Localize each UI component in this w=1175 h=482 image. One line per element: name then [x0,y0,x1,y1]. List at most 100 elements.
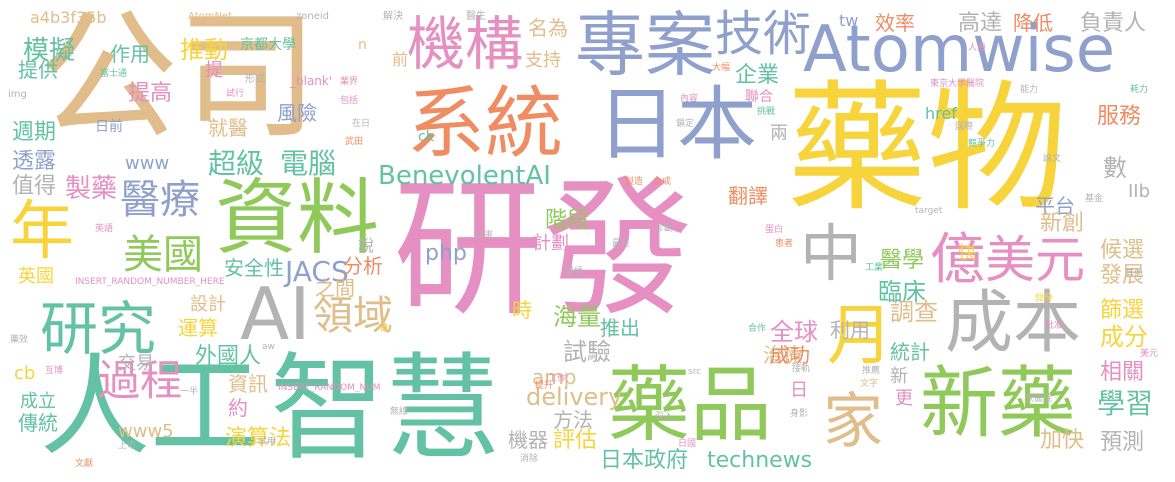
word-guoji: 國際 [955,122,974,132]
word-fuzeren: 負責人 [1080,11,1147,36]
word-xuexi: 學習 [1097,387,1154,420]
word-xiangguan: 相關 [1100,360,1145,385]
word-aw: aw [262,342,275,352]
word-php: php [425,241,467,266]
word-pifu: 批准 [1045,321,1064,331]
word-rengong: 人工 [40,343,260,471]
word-yue2: 約 [228,396,248,420]
word-yisheng: 醫生 [466,11,486,22]
word-gongye: 工業 [865,263,884,273]
word-huxing: 互博 [45,366,64,376]
word-fushitong: 富士通 [100,69,128,79]
word-wuxian: 無線 [390,407,409,417]
word-haoliang: 海量 [553,303,601,331]
word-jiakuai: 加快 [1040,428,1085,453]
word-meiyuan2: 美元 [1140,349,1159,359]
word-riben: 日本 [597,78,757,171]
word-xinchuang: 新創 [1040,211,1085,236]
word-target: target [915,206,943,216]
word-delivery: delivery [526,383,623,411]
word-zhiyuan: 人員 [968,43,987,53]
word-yingguo: 英國 [18,266,54,287]
word-suoding: 鎖定 [676,119,695,129]
word-xiaolv: 效率 [875,11,915,35]
word-zhichi: 支持 [525,50,561,71]
word-ri: 日 [790,380,808,401]
word-ins1: INSERT_RANDOM_NUMBER_HERE [75,277,225,287]
word-jiedong: 接軌 [792,364,811,374]
word-fanyi: 翻譯 [728,184,768,208]
word-shiyan: 試驗 [563,338,611,366]
word-mohi: 模擬 [23,36,76,66]
word-shijiao: 在日 [352,119,371,129]
word-tw: tw [839,11,859,30]
word-shenru: 深入 [655,412,674,422]
word-yeji: 業績 [565,267,584,277]
word-ti: 提 [205,60,223,81]
word-xiaoxi: 消除 [520,454,539,464]
word-ribenzhengfu: 日本政府 [600,448,689,473]
word-zhiliao: 治療 [763,343,803,367]
word-sheji: 設計 [190,294,226,315]
word-huanzhe: 患者 [775,239,794,249]
word-tidong: 推動 [180,36,228,64]
word-pingtai: 平台 [1035,194,1075,218]
word-blank: _blank' [290,74,333,88]
word-yixue: 醫學 [880,248,925,273]
word-wenzi: 文字 [860,379,879,389]
word-chengli: 成立 [20,391,56,412]
word-liyong: 利用 [830,318,870,342]
word-wenxian: 文獻 [75,459,94,469]
word-yiban: 一半 [180,387,199,397]
word-zixun: 資訊 [228,372,268,396]
word-houxuan: 候選 [1100,238,1145,263]
word-kuai: 快 [958,243,976,264]
word-yuce: 預測 [1100,430,1145,455]
word-fengxian: 風險 [277,101,317,125]
word-jia: 家 [823,387,883,457]
word-shuo: 說 [358,236,375,255]
word-zoneid: zoneid [296,11,329,22]
word-daxing: 大幅 [712,63,731,73]
word-touliu: 透露 [12,149,57,174]
word-atomwise: Atomwise [803,13,1116,87]
word-amp: amp [532,365,577,389]
word-zhijian: 之間 [315,276,355,300]
word-shi: 時 [512,298,532,322]
word-tuijian: 推薦 [862,366,881,376]
word-xitong: 系統 [407,79,564,169]
word-wutian: 武田 [345,137,364,147]
word-meiyuan: 美元 [985,231,1085,289]
word-jiuyi: 就醫 [208,116,248,140]
word-chuantong: 傳統 [18,411,58,435]
word-ai: AI [240,272,311,356]
word-lingyu: 領域 [313,293,393,339]
word-yansuanfa: 演算法 [225,426,292,451]
word-www: www [125,153,170,174]
word-zhuanan: 專案 [575,4,715,86]
word-diaocha: 調查 [890,298,938,326]
word-diannao: 電腦 [280,147,337,180]
word-www5: www5 [118,421,174,442]
word-chengben: 成本 [945,284,1082,363]
word-zhizao: 製造 [625,177,644,187]
word-linchuang: 臨床 [878,278,926,306]
word-shangshi: 上市 [118,441,137,451]
word-chengfen: 成分 [1100,323,1148,351]
word-gongsi: 公司 [38,0,319,159]
word-ins2: INSERT_RANDOM_NUM [278,383,381,393]
word-dongda: 東京大學醫院 [930,79,985,89]
word-shu: 數 [1103,154,1127,182]
word-src: src [688,367,702,377]
word-xin: 新 [890,366,908,387]
word-href: href [925,104,957,123]
word-yaopin: 藥品 [608,358,773,453]
word-gongzuo: 工作 [548,374,567,384]
word-a: a [380,319,389,335]
word-technews: technews [707,448,813,473]
word-xinyao: 新藥 [920,359,1077,449]
word-tigong: 提供 [18,58,58,82]
word-jingzheng: 競爭力 [968,139,996,149]
word-baokuo: 包括 [340,96,359,106]
